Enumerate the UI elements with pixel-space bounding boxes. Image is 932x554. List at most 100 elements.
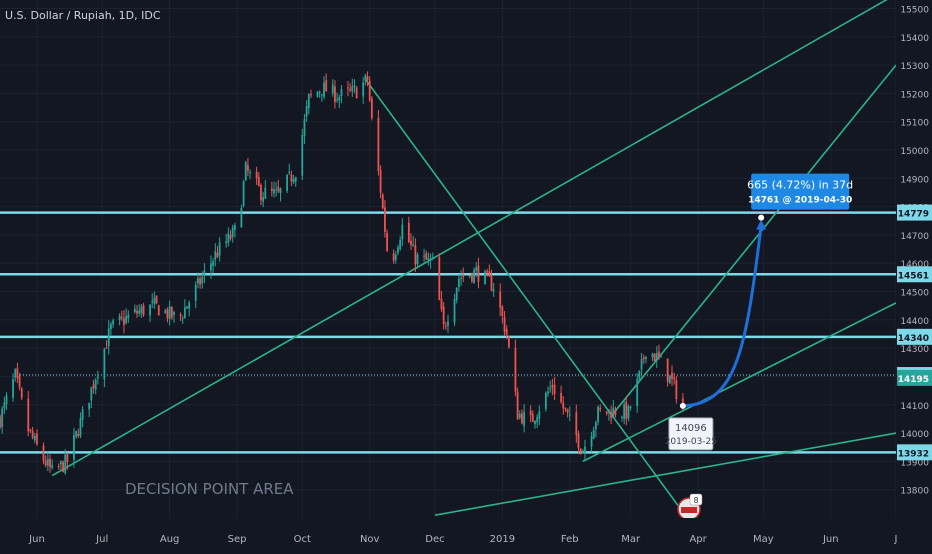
candle-body — [534, 420, 536, 425]
candle-body — [257, 176, 260, 186]
price-axis-tag — [897, 444, 932, 461]
candle-body — [242, 181, 245, 206]
candle-body — [447, 321, 449, 326]
price-axis[interactable]: 1380013900140001410014200143001440014500… — [897, 5, 932, 497]
watermark-label: DECISION POINT AREA — [125, 480, 294, 498]
candle-body — [127, 314, 130, 319]
trend-line — [434, 432, 897, 516]
candle-body — [325, 80, 328, 92]
candle-body — [199, 278, 201, 285]
candle-body — [431, 257, 434, 259]
candle-body — [118, 316, 121, 321]
candle-body — [264, 187, 267, 199]
candle-body — [547, 391, 549, 394]
time-tick-label: Mar — [621, 534, 641, 545]
candle-body — [444, 325, 447, 327]
trend-line — [582, 302, 897, 463]
candle-body — [355, 87, 358, 99]
candle-body — [427, 257, 430, 260]
candle-body — [338, 96, 341, 101]
projection-start-point — [679, 402, 686, 409]
candle-body — [164, 310, 167, 313]
candle-body — [471, 273, 473, 282]
price-tick-label: 14600 — [900, 260, 929, 270]
candle-body — [636, 378, 639, 407]
candle-body — [457, 278, 460, 288]
candle-body — [203, 270, 206, 275]
candle-body — [503, 316, 506, 332]
candle-body — [64, 454, 67, 474]
candle-body — [57, 466, 60, 468]
candle-body — [499, 291, 502, 308]
candle-body — [66, 454, 69, 463]
time-tick-label: Aug — [160, 534, 180, 545]
candle-body — [197, 278, 199, 284]
candle-body — [110, 323, 112, 330]
price-axis-tag — [897, 266, 932, 283]
projection-end-point — [758, 214, 765, 221]
candle-body — [668, 375, 671, 384]
candle-body — [477, 265, 480, 282]
candle-body — [247, 164, 249, 171]
candle-body — [73, 435, 75, 460]
price-tick-label: 15000 — [900, 147, 929, 157]
candle-body — [36, 433, 38, 445]
candle-body — [336, 99, 338, 101]
candle-body — [568, 414, 571, 416]
candle-body — [438, 256, 441, 301]
time-axis[interactable]: Jun Jul Aug Sep Oct Nov Dec 2019 Feb Mar Apr May Jun… — [0, 518, 897, 550]
candle-body — [453, 299, 456, 323]
overlays: 665 (4.72%) in 37d 14761 @ 2019-04-30 1409… — [665, 173, 853, 521]
candle-body — [414, 245, 417, 265]
candle-body — [123, 318, 125, 325]
candle-body — [377, 117, 380, 171]
candle-body — [179, 314, 182, 316]
candle-body — [140, 306, 143, 314]
candle-body — [640, 359, 643, 370]
price-tick-label: 14400 — [900, 317, 929, 327]
candle-body — [233, 225, 236, 230]
candle-body — [301, 134, 304, 176]
low-point-label-box — [668, 417, 714, 451]
candle-body — [49, 458, 51, 468]
candle-body — [188, 302, 191, 309]
candle-body — [516, 391, 519, 420]
candle-body — [27, 398, 30, 432]
horizontal-levels — [0, 211, 896, 454]
candle-body — [112, 320, 114, 325]
candle-body — [544, 392, 547, 410]
candle-body — [549, 387, 552, 390]
candle-body — [168, 306, 171, 319]
candle-body — [475, 267, 478, 271]
candle-body — [594, 422, 597, 430]
time-tick-label: Jun — [28, 534, 45, 545]
candle-body — [397, 247, 399, 253]
candle-body — [407, 222, 410, 243]
candle-body — [638, 370, 641, 379]
candle-body — [597, 406, 599, 422]
candle-body — [614, 409, 617, 415]
time-tick-label: May — [753, 534, 774, 545]
candle-body — [120, 317, 123, 319]
candle-body — [514, 348, 517, 392]
price-tick-label: 14700 — [900, 232, 929, 242]
candle-body — [623, 404, 626, 419]
candle-body — [579, 448, 582, 453]
candle-body — [262, 197, 265, 202]
candle-body — [90, 387, 93, 401]
candle-body — [410, 240, 412, 246]
candle-body — [96, 376, 99, 379]
candle-body — [666, 358, 669, 382]
candle-body — [590, 436, 593, 447]
candle-body — [655, 353, 658, 361]
projection-label-sub: 14761 @ 2019-04-30 — [748, 196, 852, 206]
candle-body — [149, 304, 151, 316]
candle-body — [279, 188, 282, 194]
candle-body — [381, 194, 384, 209]
time-tick-label: Jun — [822, 534, 839, 545]
candle-body — [671, 372, 673, 379]
price-axis-tag-label: 14340 — [898, 334, 929, 344]
candle-body — [599, 407, 602, 410]
price-tick-label: 15300 — [900, 62, 929, 72]
